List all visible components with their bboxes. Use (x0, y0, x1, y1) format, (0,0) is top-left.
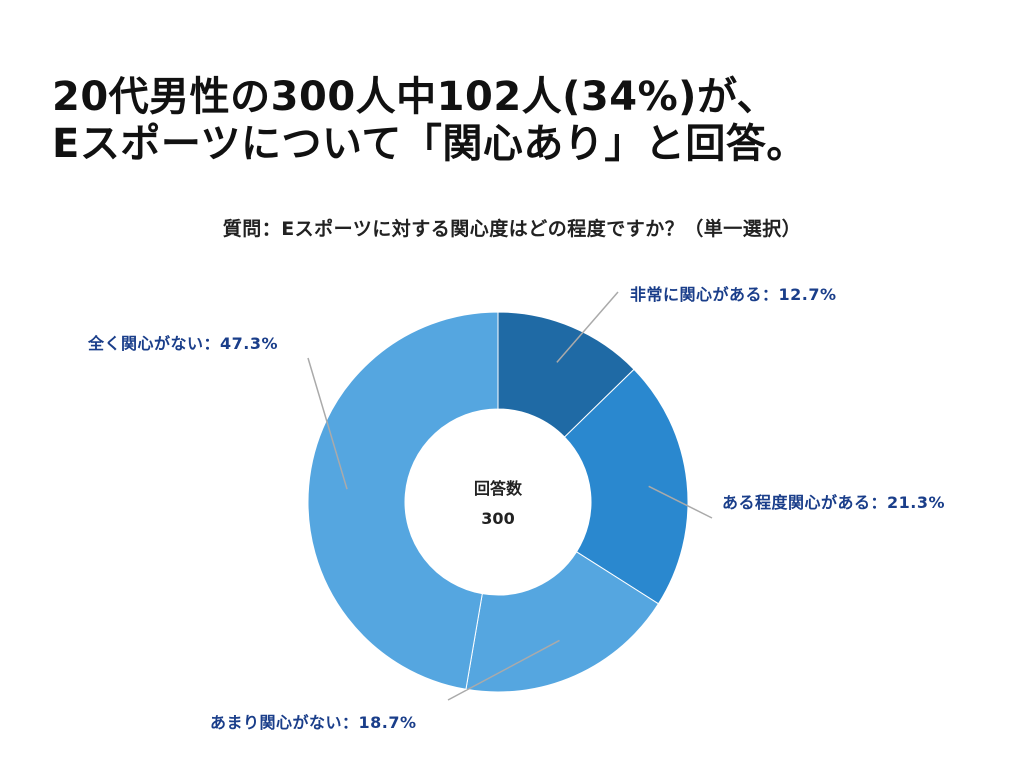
leader-line-not-interested-at-all (307, 357, 348, 490)
label-very-interested: 非常に関心がある：12.7% (630, 285, 837, 304)
headline: 20代男性の300人中102人(34%)が、 Eスポーツについて「関心あり」と回… (52, 74, 992, 168)
chart-question: 質問：Eスポーツに対する関心度はどの程度ですか？（単一選択） (222, 218, 802, 240)
headline-line-1: 20代男性の300人中102人(34%)が、 (52, 74, 778, 120)
center-value: 300 (481, 509, 514, 528)
label-not-interested-at-all: 全く関心がない：47.3% (87, 334, 278, 353)
center-label: 回答数 (474, 479, 523, 498)
slice-not-very-interested (465, 551, 660, 693)
leader-line-not-very-interested (447, 639, 560, 701)
leader-line-somewhat-interested (648, 485, 713, 519)
leader-line-very-interested (556, 291, 619, 363)
headline-line-2: Eスポーツについて「関心あり」と回答。 (52, 121, 807, 168)
label-not-very-interested: あまり関心がない：18.7% (210, 713, 417, 732)
slice-somewhat-interested (563, 368, 689, 605)
label-somewhat-interested: ある程度関心がある：21.3% (722, 493, 945, 512)
slice-not-interested-at-all (307, 311, 499, 690)
